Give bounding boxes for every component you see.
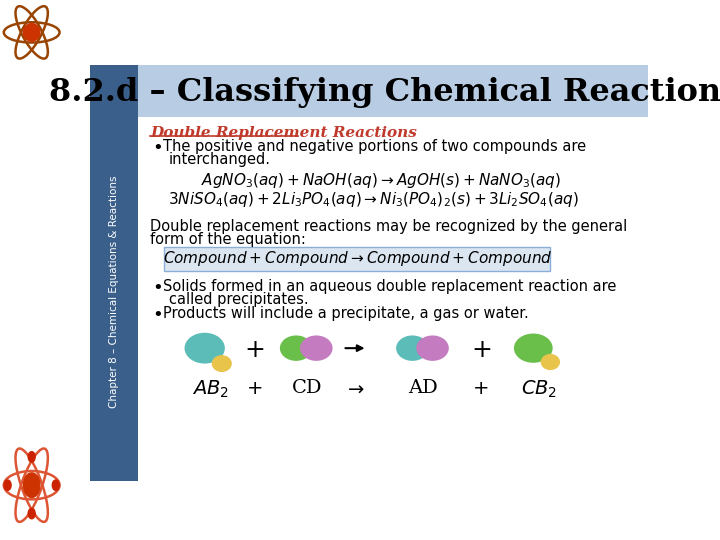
Text: +: + <box>471 338 492 362</box>
Text: form of the equation:: form of the equation: <box>150 232 306 247</box>
Ellipse shape <box>514 334 553 363</box>
Bar <box>138 65 648 117</box>
Text: Products will include a precipitate, a gas or water.: Products will include a precipitate, a g… <box>163 306 528 321</box>
Text: $\mathit{3NiSO_4(aq) + 2Li_3PO_4(aq) \rightarrow Ni_3(PO_4)_2(s) + 3Li_2SO_4(aq): $\mathit{3NiSO_4(aq) + 2Li_3PO_4(aq) \ri… <box>168 190 578 210</box>
Circle shape <box>24 473 40 497</box>
Ellipse shape <box>396 335 428 361</box>
Text: $AB_2$: $AB_2$ <box>192 379 230 400</box>
FancyBboxPatch shape <box>164 247 550 271</box>
Text: +: + <box>247 379 264 398</box>
Text: •: • <box>152 279 163 297</box>
Text: 8.2.d – Classifying Chemical Reactions: 8.2.d – Classifying Chemical Reactions <box>49 77 720 108</box>
Ellipse shape <box>184 333 225 363</box>
Text: The positive and negative portions of two compounds are: The positive and negative portions of tw… <box>163 139 586 154</box>
Text: interchanged.: interchanged. <box>169 152 271 167</box>
Ellipse shape <box>212 355 232 372</box>
Circle shape <box>28 508 35 519</box>
Text: +: + <box>245 338 266 362</box>
Text: $\mathit{Compound + Compound \rightarrow Compound + Compound}$: $\mathit{Compound + Compound \rightarrow… <box>163 249 552 268</box>
Text: $\rightarrow$: $\rightarrow$ <box>344 379 366 398</box>
Text: called precipitates.: called precipitates. <box>169 292 309 307</box>
Text: •: • <box>152 139 163 157</box>
Text: Chapter 8 – Chemical Equations & Reactions: Chapter 8 – Chemical Equations & Reactio… <box>109 176 119 408</box>
Circle shape <box>24 24 40 41</box>
Text: $CB_2$: $CB_2$ <box>521 379 557 400</box>
Text: •: • <box>152 306 163 324</box>
Text: Solids formed in an aqueous double replacement reaction are: Solids formed in an aqueous double repla… <box>163 279 616 294</box>
Circle shape <box>28 451 35 462</box>
Text: +: + <box>473 379 490 398</box>
Circle shape <box>53 480 59 490</box>
Text: $\mathit{AgNO_3(aq) + NaOH(aq) \rightarrow AgOH(s) + NaNO_3(aq)}$: $\mathit{AgNO_3(aq) + NaOH(aq) \rightarr… <box>201 171 561 190</box>
Circle shape <box>4 480 11 490</box>
Text: Double Replacement Reactions: Double Replacement Reactions <box>150 126 418 140</box>
Ellipse shape <box>280 335 312 361</box>
Ellipse shape <box>541 354 560 370</box>
Text: AD: AD <box>408 379 438 397</box>
Ellipse shape <box>300 335 333 361</box>
Text: CD: CD <box>292 379 323 397</box>
Ellipse shape <box>416 335 449 361</box>
Bar <box>90 65 138 481</box>
Text: Double replacement reactions may be recognized by the general: Double replacement reactions may be reco… <box>150 219 628 234</box>
